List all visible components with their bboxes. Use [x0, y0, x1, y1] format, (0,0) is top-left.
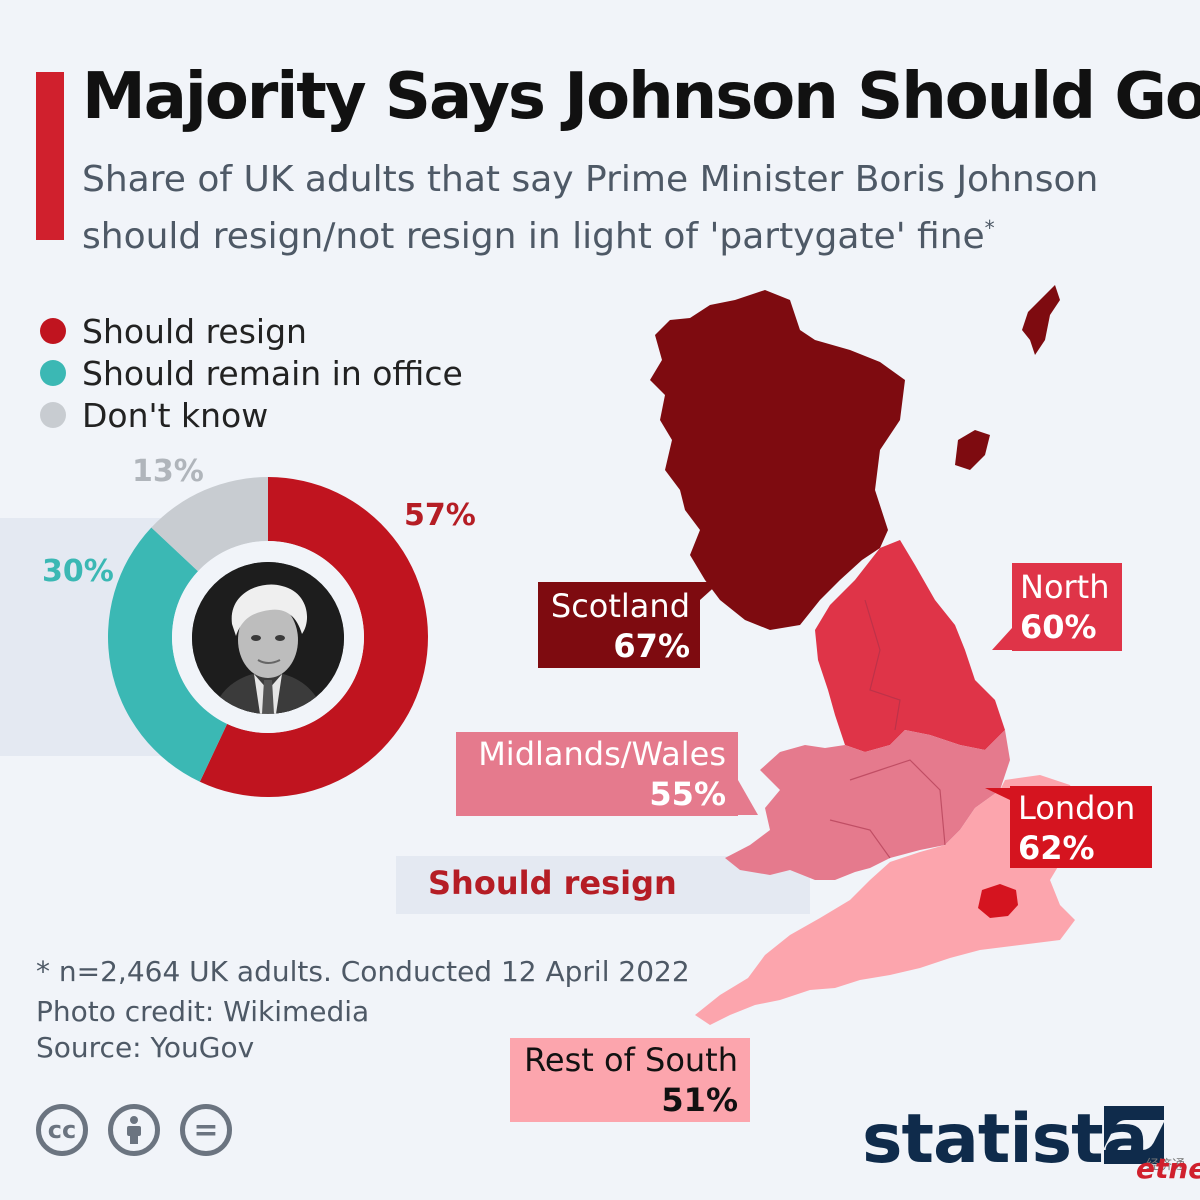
callout-pointer-london: [985, 788, 1010, 800]
map-border-north-a: [864, 599, 901, 731]
legend-swatch-should-resign: [40, 318, 66, 344]
legend-swatch-dont-know: [40, 402, 66, 428]
map-border-midlands-a: [849, 759, 946, 846]
map-region-rest-of-south: [695, 775, 1080, 1025]
attribution-icon[interactable]: [108, 1104, 160, 1156]
donut-slice-dont-know: [151, 477, 268, 572]
legend: Should resign Should remain in office Do…: [40, 310, 463, 436]
subtitle-footnote-mark: *: [984, 216, 995, 240]
callout-region-value: 62%: [1018, 829, 1095, 867]
map-region-orkney: [955, 430, 990, 470]
donut-label-should-resign: 57%: [404, 498, 476, 533]
legend-item-dont-know: Don't know: [40, 394, 463, 436]
callout-region-value: 60%: [1020, 608, 1097, 646]
callout-region-name: Scotland: [550, 587, 690, 625]
callout-region-name: North: [1020, 568, 1110, 606]
callout-pointer-scotland: [700, 582, 720, 600]
map-region-scotland: [650, 290, 905, 630]
source-note: Source: YouGov: [36, 1031, 255, 1064]
legend-label: Should remain in office: [82, 353, 463, 393]
map-measure-label: Should resign: [428, 864, 677, 902]
cc-icon-text: cc: [47, 1116, 77, 1144]
map-region-shetland: [1022, 285, 1060, 355]
photo-credit: Photo credit: Wikimedia: [36, 995, 370, 1028]
donut-slice-should-resign: [199, 477, 428, 797]
map-region-north: [815, 540, 1005, 752]
callout-rest-of-south: Rest of South 51%: [510, 1038, 750, 1122]
callout-pointer-midlands: [738, 780, 758, 815]
portrait-photo: [192, 562, 344, 714]
watermark: etnet: [1136, 1152, 1200, 1185]
legend-swatch-should-remain: [40, 360, 66, 386]
statista-logo-text: statista: [862, 1100, 1149, 1179]
map-region-london: [978, 884, 1018, 918]
callout-pointer-north: [992, 628, 1012, 650]
callout-region-value: 55%: [649, 775, 726, 813]
page-subtitle: Share of UK adults that say Prime Minist…: [82, 156, 1172, 261]
footnotes: * n=2,464 UK adults. Conducted 12 April …: [36, 952, 690, 1068]
sample-note: * n=2,464 UK adults. Conducted 12 April …: [36, 955, 690, 988]
nd-icon-text: =: [193, 1112, 219, 1148]
donut-label-should-remain: 30%: [42, 554, 114, 589]
callout-london: London 62%: [1010, 786, 1152, 868]
portrait-illustration: [192, 562, 344, 714]
page-title: Majority Says Johnson Should Go: [82, 60, 1200, 134]
legend-label: Don't know: [82, 395, 269, 435]
callout-region-value: 51%: [661, 1081, 738, 1119]
donut-slice-should-remain: [107, 527, 228, 782]
person-glyph: [127, 1116, 141, 1144]
callout-region-name: Rest of South: [524, 1041, 738, 1079]
cc-icon[interactable]: cc: [36, 1104, 88, 1156]
map-region-midlands-wales: [725, 730, 1010, 880]
legend-label: Should resign: [82, 311, 307, 351]
callout-north: North 60%: [1012, 563, 1122, 651]
title-accent-bar: [36, 72, 64, 240]
license-icons: cc =: [36, 1104, 232, 1156]
callout-scotland: Scotland 67%: [538, 582, 700, 668]
subtitle-text: Share of UK adults that say Prime Minist…: [82, 159, 1099, 257]
legend-item-should-remain: Should remain in office: [40, 352, 463, 394]
callout-region-name: Midlands/Wales: [478, 735, 726, 773]
callout-region-name: London: [1018, 789, 1136, 827]
callout-region-value: 67%: [613, 627, 690, 665]
no-derivatives-icon[interactable]: =: [180, 1104, 232, 1156]
map-border-midlands-b: [829, 819, 891, 859]
watermark-cn: 经济通: [1146, 1158, 1186, 1173]
donut-label-dont-know: 13%: [132, 454, 204, 489]
statista-logo-icon: [1104, 1106, 1164, 1164]
legend-item-should-resign: Should resign: [40, 310, 463, 352]
callout-midlands-wales: Midlands/Wales 55%: [456, 732, 738, 816]
